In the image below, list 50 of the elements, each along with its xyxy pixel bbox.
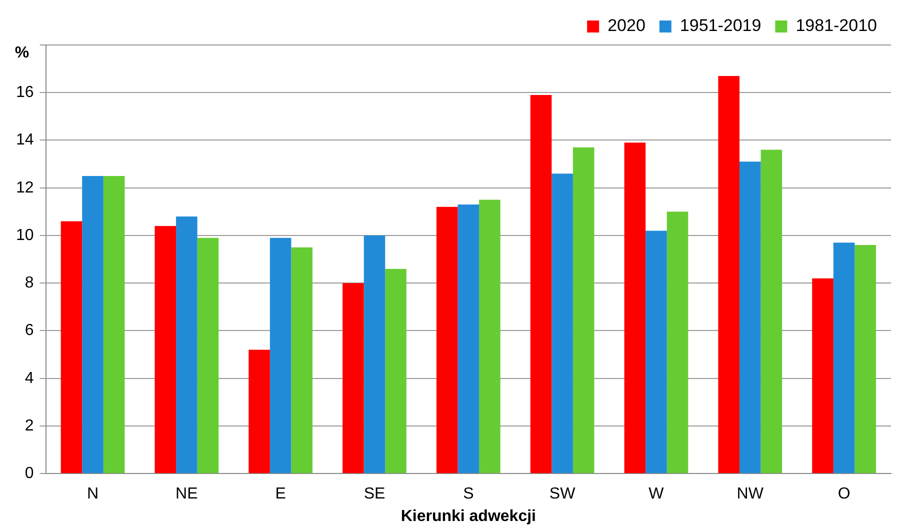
bar <box>530 95 552 474</box>
y-tick-label: 16 <box>16 84 34 102</box>
bar <box>103 176 125 474</box>
bar <box>436 206 458 474</box>
bar <box>270 238 292 474</box>
x-tick-label: N <box>86 486 99 503</box>
bar <box>646 230 667 474</box>
bar <box>624 142 646 474</box>
bar <box>479 200 500 474</box>
y-tick-label: 4 <box>24 370 34 387</box>
x-tick-label: SE <box>364 486 386 503</box>
bar <box>572 147 594 474</box>
bar <box>82 176 104 474</box>
bar <box>812 278 834 474</box>
bar <box>718 76 740 474</box>
x-tick-label: E <box>275 486 286 503</box>
x-tick-label: SW <box>549 486 576 503</box>
y-tick-label: 8 <box>24 274 34 292</box>
x-tick-label: NE <box>176 486 198 503</box>
x-tick-label: NW <box>736 486 764 503</box>
y-tick-label: 0 <box>24 465 34 482</box>
x-tick-label: S <box>463 486 474 503</box>
bar <box>197 238 219 474</box>
bar <box>176 216 198 474</box>
bar <box>291 247 313 474</box>
bar <box>760 150 782 474</box>
x-tick-label: O <box>838 486 850 503</box>
bar <box>666 212 688 474</box>
bar <box>385 268 406 474</box>
y-tick-label: 14 <box>16 132 34 149</box>
bar <box>458 204 480 474</box>
y-tick-label: 2 <box>24 417 34 434</box>
legend-label: 1951-2019 <box>680 16 762 36</box>
y-tick-label: 12 <box>16 179 34 196</box>
legend-label: 1981-2010 <box>796 16 878 36</box>
bar <box>833 242 855 474</box>
bar <box>342 283 364 474</box>
bar <box>552 174 573 474</box>
y-axis-title: % <box>14 44 30 62</box>
bar <box>248 350 270 474</box>
x-tick-label: W <box>648 486 665 503</box>
x-axis-title: Kierunki adwekcji <box>400 508 536 525</box>
bar <box>154 226 176 474</box>
legend-label: 2020 <box>608 16 646 36</box>
y-tick-label: 10 <box>16 226 34 244</box>
bar <box>854 245 876 474</box>
y-tick-label: 6 <box>24 322 34 340</box>
bar <box>60 221 82 474</box>
bar <box>364 235 386 474</box>
bar <box>739 162 761 474</box>
